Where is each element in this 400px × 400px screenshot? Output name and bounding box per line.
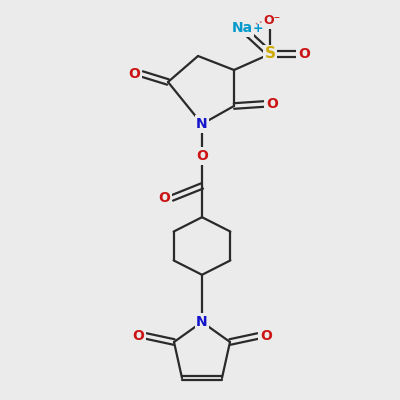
Text: O: O: [128, 67, 140, 81]
Text: O: O: [158, 191, 170, 205]
Text: O: O: [132, 329, 144, 343]
Text: N: N: [196, 117, 208, 131]
Text: O: O: [260, 329, 272, 343]
Text: O⁻: O⁻: [263, 14, 281, 27]
Text: O: O: [196, 149, 208, 163]
Text: S: S: [264, 46, 276, 62]
Text: N: N: [196, 315, 208, 329]
Text: O: O: [231, 21, 243, 35]
Text: O: O: [266, 97, 278, 111]
Text: O: O: [298, 47, 310, 61]
Text: Na: Na: [232, 21, 252, 35]
Text: +: +: [253, 22, 263, 34]
